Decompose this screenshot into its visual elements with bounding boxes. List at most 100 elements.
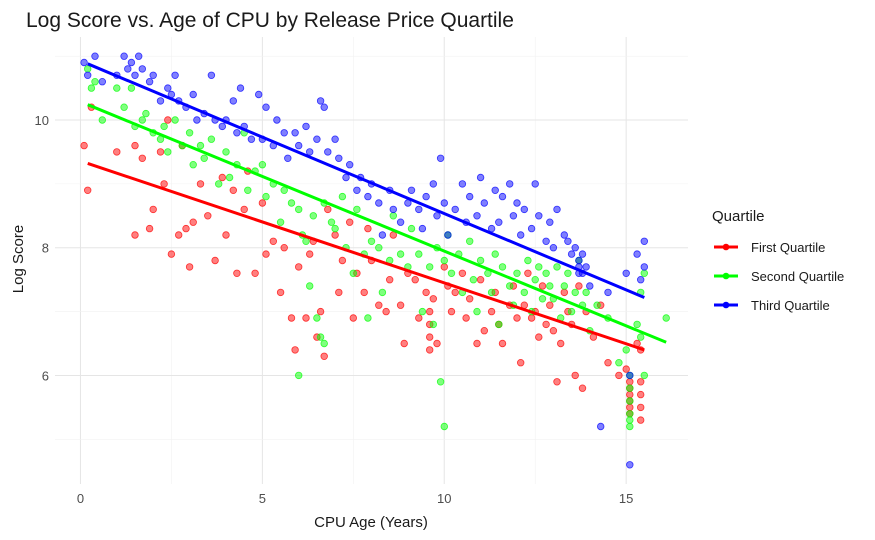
data-point — [487, 307, 496, 316]
data-point — [546, 301, 554, 309]
data-point — [200, 154, 208, 162]
data-point — [495, 218, 503, 226]
data-point — [538, 295, 547, 303]
chart-title: Log Score vs. Age of CPU by Release Pric… — [26, 9, 514, 32]
data-point — [313, 314, 321, 322]
data-point — [491, 186, 499, 194]
data-point — [364, 192, 372, 201]
x-tick-label: 15 — [619, 491, 633, 506]
data-point — [382, 307, 390, 316]
data-point — [389, 205, 397, 214]
data-point — [113, 84, 121, 92]
data-point — [640, 237, 648, 245]
y-tick-label: 10 — [35, 113, 49, 128]
data-point — [149, 205, 157, 214]
data-point — [225, 173, 234, 182]
data-point — [571, 243, 579, 252]
data-point — [637, 276, 645, 284]
data-point — [207, 71, 216, 79]
data-point — [164, 84, 172, 92]
data-point — [560, 231, 568, 239]
data-point — [276, 288, 285, 297]
data-point — [349, 314, 357, 322]
data-point — [593, 301, 601, 309]
data-point — [134, 52, 143, 60]
data-point — [324, 205, 332, 214]
data-point — [247, 135, 256, 143]
data-point — [120, 52, 128, 60]
data-point — [309, 212, 317, 220]
data-point — [222, 231, 230, 239]
data-point — [375, 199, 383, 207]
data-point — [138, 154, 146, 162]
x-axis-title: CPU Age (Years) — [314, 514, 428, 531]
y-tick-label: 8 — [42, 241, 49, 256]
data-point — [626, 461, 634, 469]
legend-label: Second Quartile — [751, 269, 844, 284]
data-point — [615, 371, 623, 380]
data-point — [535, 212, 543, 220]
y-tick-label: 6 — [42, 368, 49, 383]
data-point — [156, 148, 165, 156]
data-point — [542, 269, 550, 277]
data-point — [495, 320, 503, 329]
data-point — [255, 90, 263, 99]
data-point — [506, 282, 514, 290]
data-point — [626, 371, 634, 380]
data-point — [156, 97, 165, 105]
data-point — [418, 307, 427, 316]
data-point — [542, 237, 550, 245]
data-point — [316, 307, 325, 316]
data-point — [557, 339, 565, 348]
data-point — [353, 205, 361, 214]
data-point — [331, 231, 339, 239]
data-point — [244, 186, 252, 194]
data-point — [546, 282, 554, 290]
data-point — [91, 77, 99, 86]
data-point — [637, 403, 645, 412]
series-1-points — [80, 103, 645, 424]
data-point — [222, 148, 230, 156]
data-point — [287, 314, 296, 322]
data-point — [211, 256, 219, 265]
data-point — [313, 135, 321, 143]
legend-label: First Quartile — [751, 240, 825, 255]
data-point — [626, 403, 634, 412]
data-point — [498, 339, 507, 348]
data-point — [189, 90, 197, 99]
data-point — [418, 224, 427, 233]
data-point — [98, 116, 106, 124]
data-point — [233, 269, 241, 277]
data-point — [506, 180, 514, 188]
data-point — [520, 205, 528, 214]
data-point — [287, 199, 296, 207]
data-point — [553, 263, 561, 271]
data-point — [567, 307, 576, 316]
data-point — [622, 346, 630, 354]
data-point — [258, 199, 267, 207]
data-point — [462, 314, 470, 322]
data-point — [422, 288, 430, 297]
data-point — [604, 288, 612, 297]
data-point — [295, 141, 303, 150]
x-tick-label: 0 — [77, 491, 84, 506]
data-point — [251, 269, 259, 277]
data-point — [575, 256, 583, 265]
data-point — [542, 320, 550, 329]
data-point — [160, 180, 168, 188]
data-point — [637, 378, 645, 386]
legend-swatch-point — [722, 301, 730, 309]
data-point — [586, 282, 594, 290]
data-point — [626, 384, 634, 392]
data-point — [447, 307, 456, 316]
data-point — [578, 250, 587, 258]
data-point — [375, 301, 383, 309]
data-point — [400, 339, 408, 348]
series-3-points — [80, 52, 648, 469]
data-point — [473, 339, 481, 348]
data-point — [131, 141, 139, 150]
data-point — [189, 160, 197, 169]
data-point — [433, 212, 441, 220]
data-point — [571, 288, 579, 297]
